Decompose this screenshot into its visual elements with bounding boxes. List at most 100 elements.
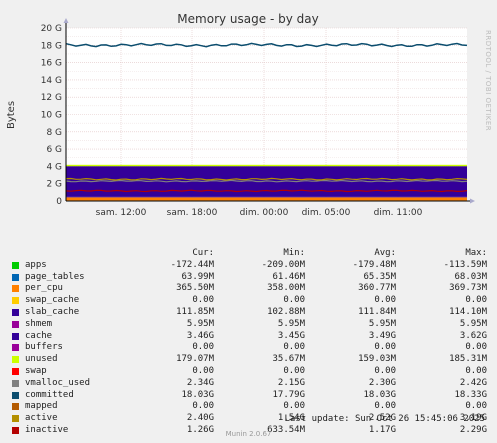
legend-min: 358.00M xyxy=(267,283,305,294)
legend-min: 633.54M xyxy=(267,424,305,435)
legend-name: unused xyxy=(25,354,58,365)
legend-min: 61.46M xyxy=(272,271,305,282)
rrdtool-credit: RRDTOOL / TOBI OETIKER xyxy=(484,30,492,131)
legend-min: 35.67M xyxy=(272,354,305,365)
legend-cur: 3.46G xyxy=(186,330,214,341)
legend-max: 114.10M xyxy=(449,306,487,317)
legend-row-buffers: buffers 0.00 0.00 0.00 0.00 xyxy=(12,342,488,354)
y-tick-label: 18 G xyxy=(41,41,62,51)
legend-max: 0.00 xyxy=(465,295,487,306)
y-tick-label: 12 G xyxy=(41,93,62,103)
legend-avg: 2.52G xyxy=(368,413,396,424)
legend-cur: 111.85M xyxy=(176,306,214,317)
legend-cur: 0.00 xyxy=(192,365,214,376)
line-committed xyxy=(65,42,468,48)
legend-min: 2.15G xyxy=(277,377,305,388)
last-update-text: Last update: Sun Oct 26 15:45:06 2025 xyxy=(284,414,485,424)
legend-swatch xyxy=(12,403,19,411)
legend-max: 68.03M xyxy=(454,271,487,282)
x-tick-label: sam. 18:00 xyxy=(167,208,218,218)
area-per-cpu xyxy=(66,197,467,201)
legend-row-shmem: shmem 5.95M 5.95M 5.95M 5.95M xyxy=(12,319,488,331)
legend-name: swap_cache xyxy=(25,295,80,306)
x-tick-labels: sam. 12:00 sam. 18:00 dim. 00:00 dim. 05:00… xyxy=(96,208,423,218)
legend-row-mapped: mapped 0.00 0.00 0.00 0.00 xyxy=(12,401,488,413)
line-vmalloc-used xyxy=(65,179,468,183)
legend-row-vmalloc-used: vmalloc_used 2.34G 2.15G 2.30G 2.42G xyxy=(12,378,488,390)
legend-header: Cur: Min: Avg: Max: xyxy=(12,248,488,260)
legend-cur: 18.03G xyxy=(181,389,214,400)
legend-row-apps: apps -172.44M -209.00M -179.48M -113.59M xyxy=(12,260,488,272)
legend-swatch xyxy=(12,261,19,269)
legend-max: 0.00 xyxy=(465,365,487,376)
legend-avg: 2.30G xyxy=(368,377,396,388)
legend-table: Cur: Min: Avg: Max: apps -172.44M -209.00M… xyxy=(12,248,488,437)
legend-cur: 1.26G xyxy=(186,424,214,435)
y-tick-label: 16 G xyxy=(41,59,62,69)
legend-cur: 63.99M xyxy=(181,271,214,282)
legend-cur: 0.00 xyxy=(192,295,214,306)
legend-row-committed: committed 18.03G 17.79G 18.03G 18.33G xyxy=(12,390,488,402)
legend-header-min: Min: xyxy=(283,248,305,258)
legend-avg: 3.49G xyxy=(368,330,396,341)
x-tick-label: sam. 12:00 xyxy=(96,208,147,218)
legend-name: buffers xyxy=(25,342,63,353)
legend-swatch xyxy=(12,344,19,352)
legend-max: 0.00 xyxy=(465,342,487,353)
chart-title: Memory usage - by day xyxy=(177,12,318,26)
legend-avg: 0.00 xyxy=(374,365,396,376)
y-tick-label: 2 G xyxy=(46,180,62,190)
y-tick-label: 0 xyxy=(56,197,62,207)
legend-cur: -172.44M xyxy=(170,259,214,270)
y-tick-labels: 0 2 G 4 G 6 G 8 G 10 G 12 G 14 G 16 G 18 G 20 G xyxy=(41,24,63,207)
legend-avg: 65.35M xyxy=(363,271,396,282)
legend-max: 3.19G xyxy=(459,413,487,424)
legend-cur: 179.07M xyxy=(176,354,214,365)
legend-cur: 5.95M xyxy=(186,318,214,329)
legend-swatch xyxy=(12,391,19,399)
legend-min: 0.00 xyxy=(283,365,305,376)
legend-name: committed xyxy=(25,389,74,400)
legend-avg: 360.77M xyxy=(358,283,396,294)
legend-min: 5.95M xyxy=(277,318,305,329)
legend-avg: 0.00 xyxy=(374,295,396,306)
legend-name: slab_cache xyxy=(25,306,80,317)
legend-swatch xyxy=(12,426,19,434)
legend-name: inactive xyxy=(25,424,69,435)
legend-avg: 159.03M xyxy=(358,354,396,365)
legend-name: cache xyxy=(25,330,53,341)
legend-swatch xyxy=(12,320,19,328)
legend-max: -113.59M xyxy=(443,259,487,270)
legend-header-max: Max: xyxy=(465,248,487,258)
legend-swatch xyxy=(12,367,19,375)
legend-max: 369.73M xyxy=(449,283,487,294)
legend-swatch xyxy=(12,415,19,423)
legend-name: apps xyxy=(25,259,47,270)
legend-cur: 0.00 xyxy=(192,342,214,353)
y-tick-label: 20 G xyxy=(41,24,62,34)
legend-row-cache: cache 3.46G 3.45G 3.49G 3.62G xyxy=(12,331,488,343)
legend-header-avg: Avg: xyxy=(374,248,396,258)
legend-max: 2.29G xyxy=(459,424,487,435)
legend-max: 18.33G xyxy=(454,389,487,400)
legend-cur: 2.34G xyxy=(186,377,214,388)
legend-row-swap: swap 0.00 0.00 0.00 0.00 xyxy=(12,366,488,378)
legend-name: vmalloc_used xyxy=(25,377,91,388)
legend-row-inactive: inactive 1.26G 633.54M 1.17G 2.29G xyxy=(12,425,488,437)
y-axis-arrow xyxy=(63,18,69,23)
legend-avg: 0.00 xyxy=(374,342,396,353)
y-axis-label: Bytes xyxy=(6,101,17,129)
legend-swatch xyxy=(12,379,19,387)
legend-row-page-tables: page_tables 63.99M 61.46M 65.35M 68.03M xyxy=(12,272,488,284)
legend-min: 102.88M xyxy=(267,306,305,317)
area-slab-cache xyxy=(66,196,467,198)
legend-max: 2.42G xyxy=(459,377,487,388)
legend-row-per-cpu: per_cpu 365.50M 358.00M 360.77M 369.73M xyxy=(12,283,488,295)
axes xyxy=(63,18,475,204)
legend-max: 0.00 xyxy=(465,401,487,412)
legend-cur: 0.00 xyxy=(192,401,214,412)
legend-min: 3.45G xyxy=(277,330,305,341)
legend-cur: 365.50M xyxy=(176,283,214,294)
legend-min: 17.79G xyxy=(272,389,305,400)
legend-avg: -179.48M xyxy=(352,259,396,270)
